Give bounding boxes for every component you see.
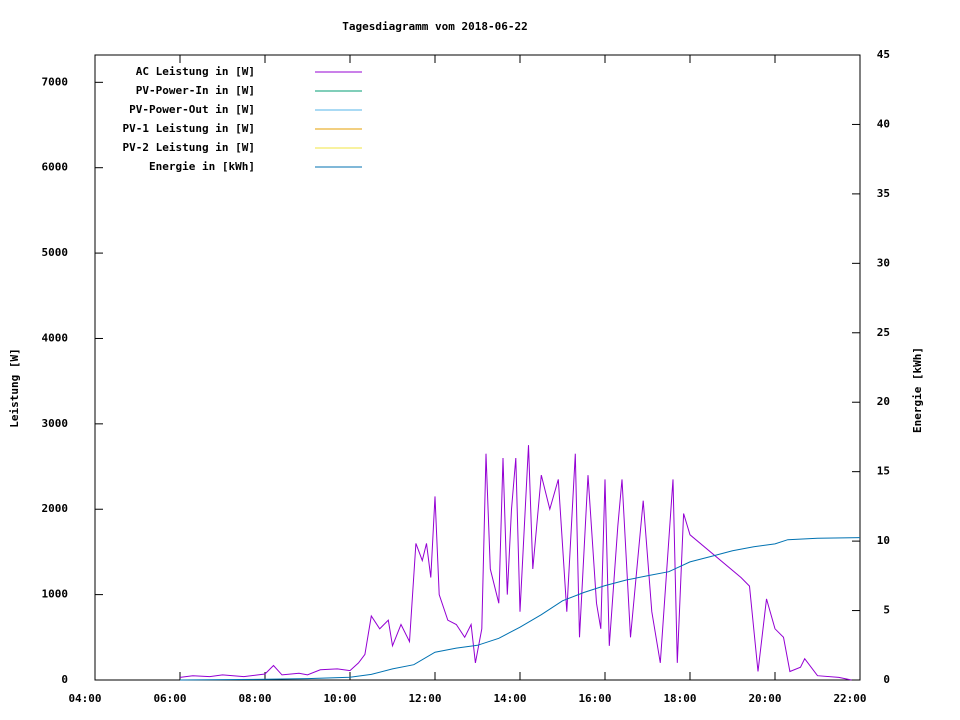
y2-tick-label: 25 (877, 326, 890, 339)
legend-label: PV-2 Leistung in [W] (123, 141, 255, 154)
y2-tick-label: 5 (883, 604, 890, 617)
y-axis-label: Leistung [W] (8, 348, 21, 427)
y-tick-label: 5000 (42, 246, 69, 259)
legend-label: PV-Power-Out in [W] (129, 103, 255, 116)
y-tick-label: 3000 (42, 417, 69, 430)
chart-title: Tagesdiagramm vom 2018-06-22 (342, 20, 527, 33)
y2-tick-label: 15 (877, 465, 890, 478)
x-tick-label: 04:00 (68, 692, 101, 705)
data-line (179, 445, 852, 681)
y2-tick-label: 45 (877, 48, 890, 61)
x-tick-label: 22:00 (833, 692, 866, 705)
y2-tick-label: 0 (883, 673, 890, 686)
x-tick-label: 08:00 (238, 692, 271, 705)
y2-tick-label: 30 (877, 256, 890, 269)
x-tick-label: 10:00 (323, 692, 356, 705)
legend-label: Energie in [kWh] (149, 160, 255, 173)
y2-tick-label: 35 (877, 187, 890, 200)
x-tick-label: 20:00 (748, 692, 781, 705)
x-tick-label: 06:00 (153, 692, 186, 705)
data-line (179, 537, 861, 681)
y-tick-label: 6000 (42, 161, 69, 174)
x-tick-label: 18:00 (663, 692, 696, 705)
x-tick-label: 12:00 (408, 692, 441, 705)
plot-border (94, 54, 861, 681)
y-tick-label: 0 (61, 673, 68, 686)
y-tick-label: 7000 (42, 75, 69, 88)
y2-tick-label: 20 (877, 395, 890, 408)
y-tick-label: 2000 (42, 502, 69, 515)
legend-label: PV-1 Leistung in [W] (123, 122, 255, 135)
legend-label: PV-Power-In in [W] (136, 84, 255, 97)
x-tick-label: 14:00 (493, 692, 526, 705)
y2-axis-label: Energie [kWh] (911, 347, 924, 433)
y2-tick-label: 40 (877, 117, 890, 130)
legend-label: AC Leistung in [W] (136, 65, 255, 78)
y-tick-label: 4000 (42, 331, 69, 344)
y2-tick-label: 10 (877, 534, 890, 547)
y-tick-label: 1000 (42, 588, 69, 601)
x-tick-label: 16:00 (578, 692, 611, 705)
